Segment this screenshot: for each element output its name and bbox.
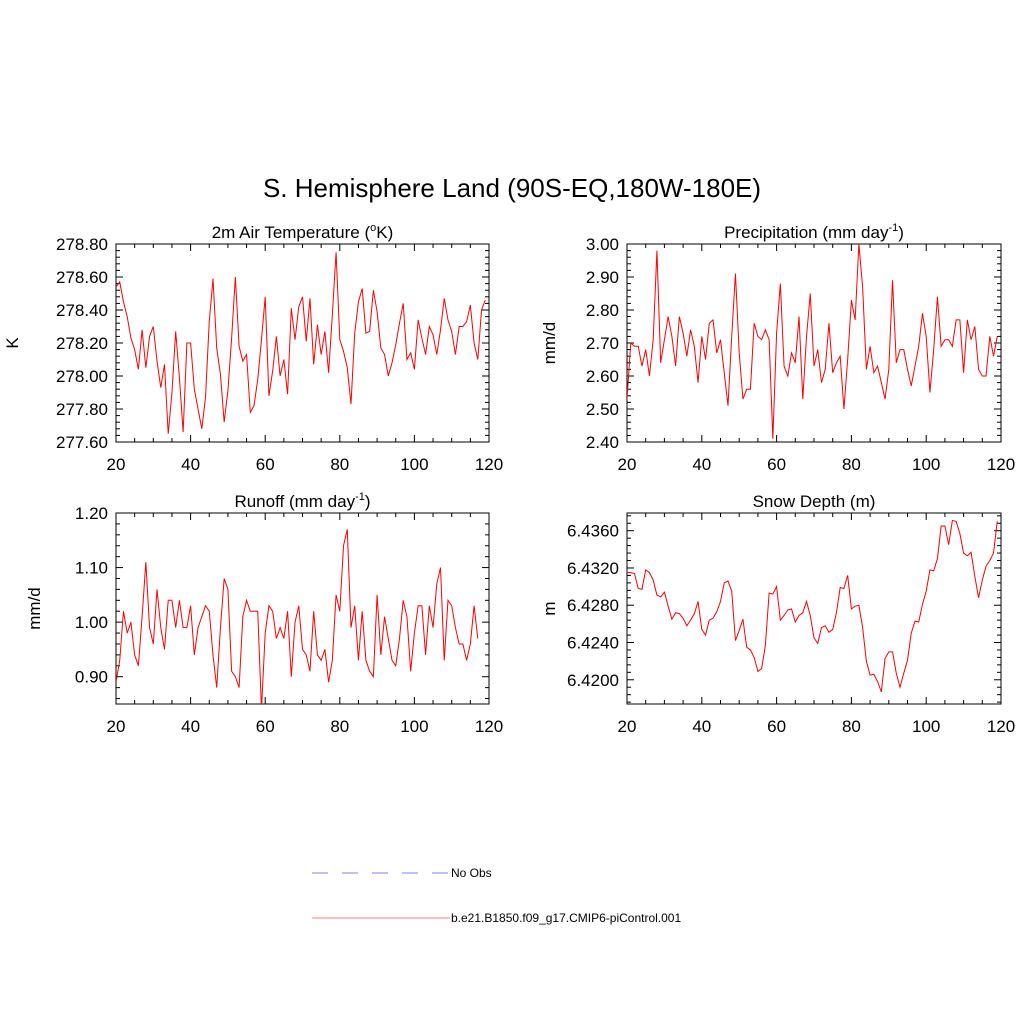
panel-precipitation: Precipitation (mm day-1) 20 40 60 80 100 120 2.… (540, 222, 1015, 474)
x-tick-label-snow-depth: 100 (912, 717, 940, 736)
panel-title-runoff: Runoff (mm day-1) (234, 491, 370, 511)
y-axis-label-runoff: mm/d (25, 587, 44, 630)
series-line-air-temperature-0 (116, 252, 486, 434)
x-tick-label-precipitation: 60 (767, 455, 786, 474)
y-tick-label-precipitation: 2.90 (586, 268, 619, 287)
y-tick-label-precipitation: 2.50 (586, 400, 619, 419)
series-line-precipitation-0 (627, 244, 998, 439)
y-tick-label-snow-depth: 6.4360 (567, 522, 619, 541)
y-tick-label-precipitation: 3.00 (586, 235, 619, 254)
y-tick-label-snow-depth: 6.4320 (567, 559, 619, 578)
x-tick-label-air-temperature: 20 (107, 455, 126, 474)
y-tick-label-air-temperature: 277.60 (56, 433, 108, 452)
x-tick-label-air-temperature: 120 (475, 455, 503, 474)
y-axis-label-precipitation: mm/d (540, 322, 559, 365)
x-tick-label-snow-depth: 20 (618, 717, 637, 736)
series-line-snow-depth-0 (627, 519, 998, 693)
y-tick-label-snow-depth: 6.4240 (567, 634, 619, 653)
x-tick-label-precipitation: 40 (692, 455, 711, 474)
y-tick-label-air-temperature: 278.00 (56, 367, 108, 386)
y-tick-label-runoff: 0.90 (75, 668, 108, 687)
panel-title-precipitation: Precipitation (mm day-1) (724, 222, 904, 242)
y-tick-label-snow-depth: 6.4200 (567, 671, 619, 690)
plot-frame-air-temperature (115, 243, 490, 443)
y-axis-label-snow-depth: m (540, 601, 559, 615)
plot-frame-runoff (115, 512, 490, 705)
legend: No Obs b.e21.B1850.f09_g17.CMIP6-piContr… (312, 866, 681, 925)
panel-snow-depth: Snow Depth (m) 20 40 60 80 100 120 6.4200 6.4240… (540, 492, 1015, 736)
panel-title-snow-depth: Snow Depth (m) (753, 492, 876, 511)
x-tick-label-snow-depth: 80 (842, 717, 861, 736)
x-tick-label-air-temperature: 80 (330, 455, 349, 474)
y-tick-label-runoff: 1.20 (75, 504, 108, 523)
x-tick-label-snow-depth: 60 (767, 717, 786, 736)
x-tick-label-precipitation: 100 (912, 455, 940, 474)
x-tick-label-snow-depth: 40 (692, 717, 711, 736)
y-tick-label-air-temperature: 278.80 (56, 235, 108, 254)
y-axis-label-air-temperature: K (3, 337, 22, 349)
y-tick-label-precipitation: 2.40 (586, 433, 619, 452)
y-tick-label-precipitation: 2.80 (586, 301, 619, 320)
plot-frame-snow-depth (626, 512, 1002, 705)
x-tick-label-precipitation: 20 (618, 455, 637, 474)
x-tick-label-runoff: 120 (475, 717, 503, 736)
x-tick-label-runoff: 80 (330, 717, 349, 736)
y-tick-label-runoff: 1.00 (75, 613, 108, 632)
y-tick-label-air-temperature: 278.60 (56, 268, 108, 287)
panel-title-air-temperature: 2m Air Temperature (oK) (212, 222, 394, 242)
legend-model-label: b.e21.B1850.f09_g17.CMIP6-piControl.001 (451, 911, 681, 925)
legend-obs-label: No Obs (451, 866, 492, 880)
plot-frame-precipitation (626, 243, 1002, 443)
figure-title: S. Hemisphere Land (90S-EQ,180W-180E) (263, 173, 761, 203)
x-tick-label-precipitation: 120 (987, 455, 1015, 474)
y-tick-label-air-temperature: 278.20 (56, 334, 108, 353)
x-tick-label-air-temperature: 60 (256, 455, 275, 474)
y-tick-label-air-temperature: 278.40 (56, 301, 108, 320)
panel-runoff: Runoff (mm day-1) 20 40 60 80 100 120 0.90 1.00 1… (25, 491, 503, 736)
x-tick-label-air-temperature: 40 (181, 455, 200, 474)
x-tick-label-runoff: 20 (107, 717, 126, 736)
x-tick-label-precipitation: 80 (842, 455, 861, 474)
y-tick-label-precipitation: 2.60 (586, 367, 619, 386)
x-tick-label-runoff: 100 (400, 717, 428, 736)
y-tick-label-runoff: 1.10 (75, 559, 108, 578)
x-tick-label-snow-depth: 120 (987, 717, 1015, 736)
y-tick-label-precipitation: 2.70 (586, 334, 619, 353)
x-tick-label-runoff: 60 (256, 717, 275, 736)
y-tick-label-air-temperature: 277.80 (56, 400, 108, 419)
x-tick-label-air-temperature: 100 (400, 455, 428, 474)
series-line-runoff-0 (116, 529, 479, 704)
y-tick-label-snow-depth: 6.4280 (567, 596, 619, 615)
panel-air-temperature: 2m Air Temperature (oK) 20 40 60 80 100 120 277… (3, 222, 503, 474)
x-tick-label-runoff: 40 (181, 717, 200, 736)
